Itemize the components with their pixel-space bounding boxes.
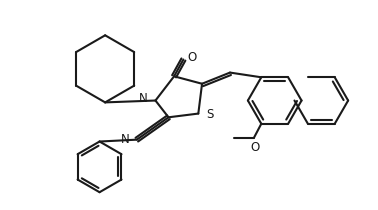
- Text: N: N: [138, 92, 147, 105]
- Text: N: N: [121, 133, 130, 146]
- Text: O: O: [187, 51, 197, 64]
- Text: O: O: [250, 141, 259, 154]
- Text: S: S: [206, 108, 214, 121]
